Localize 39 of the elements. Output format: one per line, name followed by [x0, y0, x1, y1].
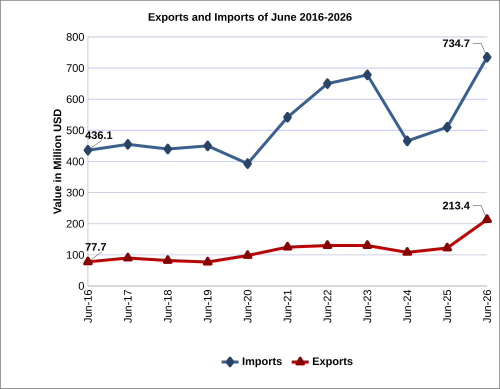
legend-label: Imports [242, 357, 282, 368]
point [442, 122, 452, 133]
data-label: 734.7 [442, 39, 470, 48]
x-tick-label: Jun-19 [204, 290, 212, 323]
x-tick-label: Jun-16 [84, 290, 92, 323]
x-tick-label: Jun-20 [244, 290, 252, 323]
x-tick-label: Jun-25 [443, 290, 452, 323]
x-tick-label: Jun-22 [324, 290, 332, 323]
point [482, 52, 492, 63]
chart-title: Exports and Imports of June 2016-2026 [148, 12, 352, 24]
y-tick-label: 700 [66, 64, 84, 72]
data-label: 436.1 [85, 131, 112, 140]
point [163, 144, 172, 154]
legend-label: Exports [312, 357, 353, 368]
point [84, 144, 92, 156]
point [323, 78, 332, 89]
x-tick-label: Jun-17 [124, 290, 132, 323]
y-tick-label: 600 [66, 95, 84, 104]
y-tick-label: 0 [78, 282, 84, 290]
y-tick-label: 200 [66, 220, 84, 228]
x-tick-label: Jun-23 [363, 290, 372, 323]
y-tick-label: 100 [66, 251, 84, 259]
data-label: 77.7 [86, 243, 106, 251]
y-tick-label: 800 [66, 33, 84, 41]
y-axis-title: Value in Million USD [53, 109, 62, 214]
point [283, 112, 292, 123]
data-label: 213.4 [442, 202, 470, 210]
y-tick-label: 400 [66, 158, 84, 166]
x-tick-label: Jun-18 [164, 290, 172, 323]
x-tick-label: Jun-21 [284, 290, 292, 323]
point [363, 70, 372, 80]
point [243, 158, 252, 169]
x-tick-label: Jun-26 [483, 290, 491, 323]
x-tick-label: Jun-24 [403, 290, 412, 323]
y-tick-label: 500 [66, 126, 84, 134]
point [402, 136, 412, 146]
point [203, 140, 212, 152]
point [124, 139, 132, 150]
y-tick-label: 300 [66, 188, 84, 196]
